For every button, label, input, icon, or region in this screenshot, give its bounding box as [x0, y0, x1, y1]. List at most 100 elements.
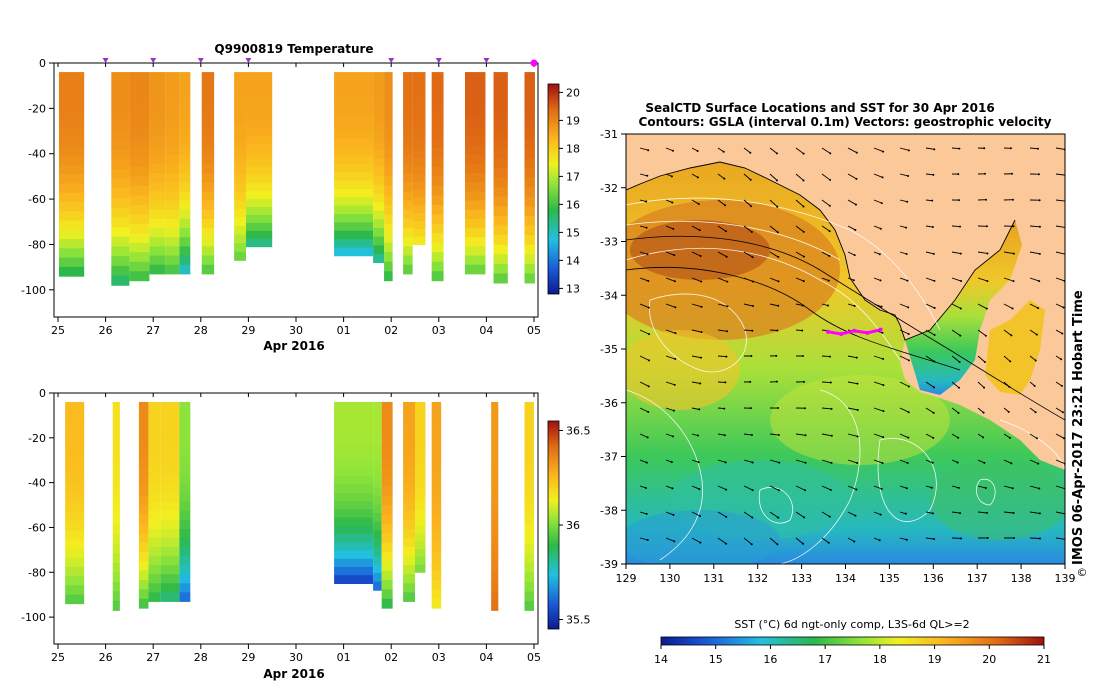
profile-cell	[111, 101, 130, 112]
profile-cell	[179, 154, 191, 165]
vector-head	[1008, 385, 1011, 388]
profile-cell	[493, 177, 508, 188]
vector-head	[776, 179, 779, 182]
profile-cell	[491, 401, 499, 412]
profile-cell	[234, 123, 247, 133]
profile-cell	[246, 151, 273, 160]
profile-cell	[65, 594, 85, 605]
vector-arrow	[795, 433, 806, 436]
profile-cell	[334, 533, 374, 543]
profile-cell	[179, 145, 191, 156]
vector-head	[700, 280, 703, 283]
profile-cell	[138, 580, 149, 590]
vector-arrow	[691, 225, 700, 231]
profile-cell	[334, 163, 374, 173]
profile-cell	[524, 225, 535, 236]
vector-head	[673, 383, 676, 386]
profile-cell	[524, 496, 534, 507]
profile-cell	[524, 254, 535, 265]
profile-cell	[246, 167, 273, 176]
seal-location	[865, 330, 870, 335]
vector-arrow	[951, 251, 961, 255]
profile-cell	[491, 515, 499, 526]
profile-cell	[334, 188, 374, 198]
vector-head	[725, 515, 728, 518]
colorbar-tick-label: 36.5	[566, 424, 591, 437]
salinity-colorbar	[547, 420, 560, 630]
vector-arrow	[717, 199, 726, 206]
profile-cell	[381, 495, 393, 506]
profile-cell	[403, 72, 413, 82]
profile-cell	[234, 226, 247, 236]
vector-head	[801, 329, 804, 332]
vector-arrow	[665, 173, 673, 177]
vector-head	[697, 434, 700, 437]
vector-arrow	[847, 173, 857, 180]
x-tick-label: 01	[337, 651, 351, 664]
vector-head	[646, 436, 649, 439]
profile-cell	[334, 500, 374, 510]
profile-cell	[160, 574, 180, 584]
profile-cell	[415, 425, 426, 434]
profile-cell	[148, 465, 161, 475]
profile-cell	[334, 410, 374, 419]
profile-cell	[148, 528, 161, 539]
vector-arrow	[1003, 251, 1014, 255]
profile-cell	[165, 136, 180, 146]
profile-cell	[524, 487, 534, 498]
profile-cell	[403, 456, 415, 466]
profile-cell	[431, 233, 444, 244]
profile-cell	[431, 128, 444, 139]
profile-cell	[415, 564, 426, 573]
profile-cell	[112, 458, 120, 469]
vector-head	[932, 252, 935, 255]
vector-head	[696, 149, 699, 152]
profile-cell	[524, 158, 535, 169]
vector-head	[804, 461, 807, 464]
x-tick-label: 138	[1011, 572, 1032, 585]
profile-cell	[431, 439, 442, 450]
profile-cell	[431, 570, 442, 581]
profile-cell	[524, 72, 535, 83]
profile-cell	[201, 145, 215, 156]
profile-cell	[234, 191, 247, 201]
profile-cell	[179, 209, 191, 220]
temperature-y-ticks: 0 -20 -40 -60 -80 -100	[21, 57, 54, 297]
profile-cell	[373, 436, 382, 446]
profile-cell	[165, 72, 180, 82]
vector-arrow	[691, 277, 702, 282]
map-title: SealCTD Surface Locations and SST for 30…	[645, 101, 994, 115]
profile-cell	[234, 140, 247, 150]
vector-head	[777, 489, 780, 492]
vector-head	[1007, 410, 1010, 413]
vector-head	[671, 435, 674, 438]
profile-cell	[412, 95, 426, 104]
profile-cell	[403, 565, 415, 575]
vector-head	[699, 541, 702, 544]
map-x-ticks: 129 130 131 132 133 134 135 136 137 138 139	[616, 564, 1076, 585]
profile-cell	[201, 191, 215, 202]
profile-cell	[524, 139, 535, 150]
vector-arrow	[639, 485, 647, 489]
vector-head	[750, 434, 753, 437]
profile-cell	[415, 417, 426, 426]
vector-head	[907, 149, 910, 152]
vector-head	[856, 408, 859, 411]
vector-head	[959, 537, 962, 540]
temperature-colorbar	[547, 83, 560, 295]
profile-cell	[149, 145, 166, 156]
profile-cell	[165, 209, 180, 220]
profile-cell	[112, 430, 120, 441]
profile-cell	[334, 72, 374, 81]
vector-head	[1037, 462, 1040, 465]
colorbar-tick-label: 14	[566, 254, 580, 267]
salinity-panel: 0 -20 -40 -60 -80 -100 25 26 27 28 29 30 01 02 03 04 05…	[21, 387, 590, 681]
profile-cell	[524, 572, 534, 583]
profile-cell	[524, 591, 534, 602]
x-tick-label: 131	[703, 572, 724, 585]
profile-cell	[403, 191, 413, 202]
vector-head	[856, 382, 859, 385]
profile-cell	[334, 558, 374, 568]
vector-arrow	[1003, 407, 1009, 413]
vector-head	[855, 151, 858, 154]
